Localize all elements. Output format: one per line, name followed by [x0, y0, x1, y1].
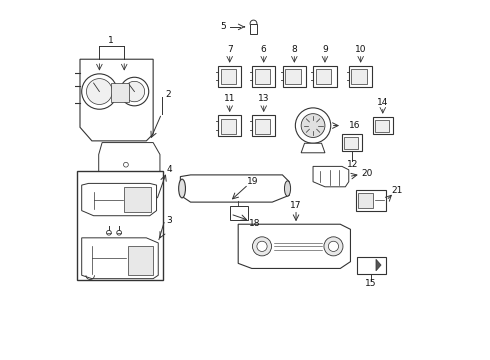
Text: 19: 19 — [247, 176, 258, 185]
FancyBboxPatch shape — [218, 115, 241, 136]
FancyBboxPatch shape — [314, 66, 337, 87]
FancyBboxPatch shape — [250, 24, 257, 34]
Ellipse shape — [285, 181, 291, 196]
Circle shape — [301, 114, 325, 138]
FancyBboxPatch shape — [254, 69, 270, 84]
FancyBboxPatch shape — [127, 246, 153, 275]
Text: 13: 13 — [258, 94, 270, 103]
Polygon shape — [301, 143, 325, 153]
Text: 11: 11 — [224, 94, 235, 103]
Polygon shape — [180, 175, 289, 202]
Text: 20: 20 — [361, 169, 372, 178]
Polygon shape — [80, 59, 153, 141]
Ellipse shape — [179, 179, 185, 198]
Circle shape — [106, 230, 111, 235]
Text: 1: 1 — [108, 36, 114, 45]
FancyBboxPatch shape — [285, 69, 301, 84]
FancyBboxPatch shape — [372, 117, 393, 134]
Polygon shape — [238, 224, 350, 269]
FancyBboxPatch shape — [76, 171, 163, 280]
FancyBboxPatch shape — [220, 69, 236, 84]
Polygon shape — [82, 238, 158, 279]
FancyBboxPatch shape — [124, 187, 151, 212]
Circle shape — [117, 230, 122, 235]
Circle shape — [252, 237, 271, 256]
Text: 6: 6 — [261, 45, 267, 54]
FancyBboxPatch shape — [358, 193, 373, 208]
FancyBboxPatch shape — [220, 119, 236, 134]
Text: 21: 21 — [392, 186, 403, 195]
FancyBboxPatch shape — [344, 137, 358, 149]
Text: 10: 10 — [355, 45, 367, 54]
Text: 8: 8 — [292, 45, 297, 54]
FancyBboxPatch shape — [218, 66, 241, 87]
Circle shape — [123, 162, 128, 167]
Text: 12: 12 — [346, 160, 358, 169]
Polygon shape — [82, 183, 156, 216]
Circle shape — [250, 20, 257, 27]
Text: 14: 14 — [377, 98, 389, 107]
Circle shape — [295, 108, 331, 143]
Circle shape — [328, 241, 339, 251]
Text: 15: 15 — [365, 279, 377, 288]
FancyBboxPatch shape — [283, 66, 306, 87]
Polygon shape — [98, 143, 160, 182]
Text: 18: 18 — [249, 219, 260, 228]
Polygon shape — [376, 259, 381, 271]
FancyBboxPatch shape — [375, 120, 389, 132]
Circle shape — [82, 74, 117, 109]
FancyBboxPatch shape — [342, 134, 363, 152]
FancyBboxPatch shape — [254, 119, 270, 134]
FancyBboxPatch shape — [351, 69, 367, 84]
FancyBboxPatch shape — [316, 69, 331, 84]
FancyBboxPatch shape — [349, 66, 372, 87]
Circle shape — [257, 241, 267, 251]
Text: 3: 3 — [167, 216, 172, 225]
Polygon shape — [313, 166, 349, 187]
FancyBboxPatch shape — [252, 66, 275, 87]
Circle shape — [120, 77, 149, 106]
Text: 9: 9 — [322, 45, 328, 54]
Text: 17: 17 — [290, 201, 302, 210]
Circle shape — [90, 270, 94, 274]
Circle shape — [124, 81, 145, 102]
Circle shape — [86, 78, 112, 104]
FancyBboxPatch shape — [111, 83, 129, 102]
FancyBboxPatch shape — [252, 115, 275, 136]
Text: 7: 7 — [227, 45, 233, 54]
Text: 4: 4 — [167, 165, 172, 174]
Circle shape — [324, 237, 343, 256]
FancyBboxPatch shape — [357, 257, 386, 274]
Text: 2: 2 — [166, 90, 171, 99]
FancyBboxPatch shape — [230, 206, 248, 220]
Text: 5: 5 — [220, 22, 226, 31]
Text: 16: 16 — [349, 121, 360, 130]
FancyBboxPatch shape — [356, 190, 386, 211]
